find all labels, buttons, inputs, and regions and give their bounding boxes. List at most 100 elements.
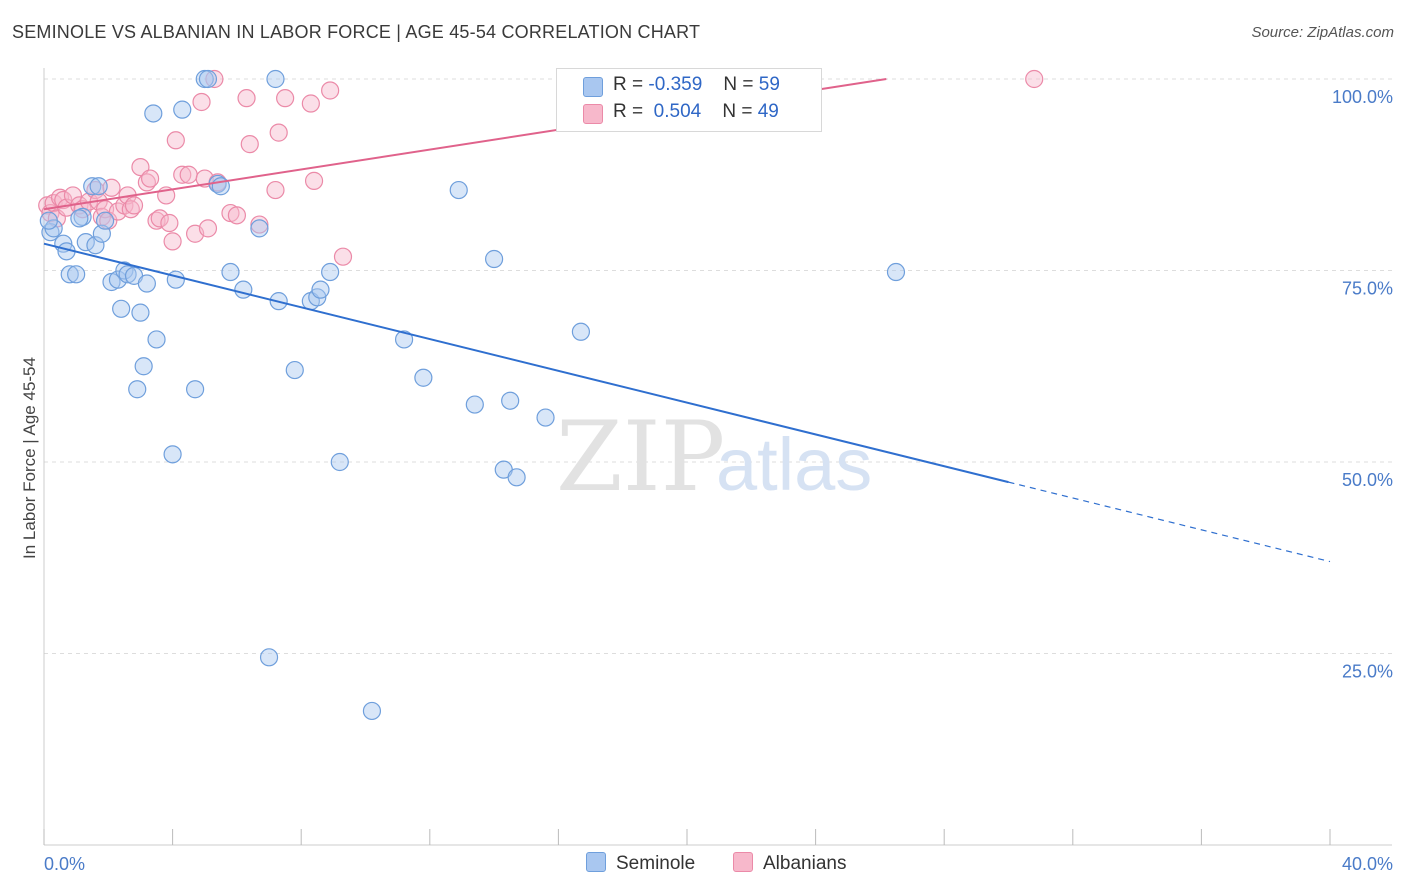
legend-item-albanians[interactable]: Albanians: [733, 852, 846, 875]
seminole-point: [144, 104, 163, 123]
seminole-point: [250, 219, 269, 238]
seminole-point: [266, 69, 285, 89]
r-value-seminole: -0.359: [648, 74, 703, 95]
albanian-point: [163, 232, 182, 251]
seminole-point: [536, 408, 555, 427]
albanian-legend-swatch: [733, 852, 753, 872]
y-tick-label: 25.0%: [1342, 662, 1393, 682]
seminole-point: [89, 177, 108, 196]
seminole-point: [131, 303, 150, 322]
legend-text-seminole: R = -0.359 N = 59: [613, 74, 780, 96]
albanian-point: [205, 69, 224, 89]
n-label: N =: [722, 101, 753, 122]
albanian-point: [227, 206, 246, 225]
albanian-point: [192, 92, 211, 112]
albanian-point: [124, 196, 144, 215]
seminole-point: [95, 211, 115, 230]
seminole-point: [163, 445, 182, 464]
seminole-point: [134, 357, 153, 376]
y-tick-label: 100.0%: [1332, 87, 1393, 107]
seminole-point: [414, 368, 433, 387]
albanian-point: [333, 247, 353, 266]
albanians-legend-label: Albanians: [763, 853, 847, 874]
seminole-point: [112, 299, 131, 318]
x-tick-label: 40.0%: [1342, 854, 1393, 874]
albanian-point: [321, 81, 340, 100]
seminole-point: [67, 265, 86, 284]
seminole-point: [147, 330, 166, 349]
seminole-point: [60, 265, 79, 284]
albanian-point: [301, 94, 320, 113]
seminole-point: [330, 452, 349, 472]
seminole-point: [571, 322, 591, 341]
seminole-point: [128, 380, 147, 399]
y-tick-label: 50.0%: [1342, 470, 1393, 490]
albanian-point: [166, 131, 185, 150]
albanian-points: [38, 69, 1044, 266]
seminole-point: [173, 100, 192, 119]
albanian-point: [198, 219, 218, 238]
seminole-point: [221, 262, 240, 282]
seminole-legend-swatch: [586, 852, 606, 872]
seminole-point: [118, 265, 137, 284]
seminole-point: [362, 701, 382, 721]
seminole-point: [198, 69, 218, 89]
r-value-albanians: 0.504: [653, 101, 702, 122]
albanian-point: [160, 213, 179, 233]
tick-labels: 100.0% 75.0% 50.0% 25.0% 0.0% 40.0%: [44, 87, 1393, 874]
seminole-point: [166, 270, 185, 289]
series-legend: Seminole Albanians: [0, 852, 1406, 878]
seminole-trend-extension: [1008, 481, 1331, 563]
seminole-point: [449, 180, 468, 200]
albanian-point: [179, 165, 198, 184]
seminole-swatch: [583, 77, 603, 97]
y-axis-title: In Labor Force | Age 45-54: [20, 357, 39, 559]
seminole-point: [186, 380, 205, 399]
seminole-points: [39, 69, 906, 721]
n-value-seminole: 59: [758, 74, 780, 95]
albanian-point: [266, 180, 285, 200]
axes: [43, 68, 1392, 846]
source-credit: Source: ZipAtlas.com: [1251, 24, 1394, 41]
seminole-point: [70, 209, 89, 228]
seminole-point: [501, 391, 520, 410]
seminole-point: [39, 211, 58, 230]
seminole-point: [83, 177, 102, 196]
albanian-point: [250, 215, 269, 234]
seminole-point: [259, 648, 279, 667]
seminole-point: [137, 274, 156, 293]
seminole-point: [321, 262, 340, 282]
watermark: ZIP atlas: [556, 401, 872, 513]
albanian-point: [1025, 69, 1044, 89]
n-label: N =: [723, 74, 754, 95]
watermark-zip: ZIP: [556, 401, 725, 513]
albanian-point: [269, 123, 288, 142]
seminole-legend-label: Seminole: [616, 853, 696, 874]
gridlines: [44, 78, 1392, 654]
seminole-trend-line: [43, 242, 1009, 484]
seminole-point: [311, 280, 330, 299]
r-label: R =: [613, 74, 644, 95]
albanian-point: [240, 135, 259, 154]
seminole-point: [394, 330, 414, 349]
albanian-point: [237, 89, 256, 108]
seminole-point: [234, 280, 253, 299]
correlation-legend: R = -0.359 N = 59 R = 0.504 N = 49: [556, 68, 822, 132]
seminole-point: [285, 360, 304, 380]
albanian-swatch: [583, 104, 603, 124]
seminole-point: [485, 249, 504, 269]
seminole-point: [507, 468, 526, 487]
legend-item-seminole[interactable]: Seminole: [586, 852, 695, 875]
r-label: R =: [613, 101, 644, 122]
albanian-point: [304, 171, 324, 190]
albanian-point: [276, 89, 295, 108]
legend-text-albanians: R = 0.504 N = 49: [613, 101, 779, 123]
x-tick-label: 0.0%: [44, 854, 85, 874]
seminole-point: [86, 236, 105, 255]
chart-title: SEMINOLE VS ALBANIAN IN LABOR FORCE | AG…: [12, 22, 701, 42]
albanian-point: [140, 169, 160, 188]
y-tick-label: 75.0%: [1342, 279, 1393, 299]
n-value-albanians: 49: [757, 101, 779, 122]
albanian-point: [173, 165, 192, 184]
